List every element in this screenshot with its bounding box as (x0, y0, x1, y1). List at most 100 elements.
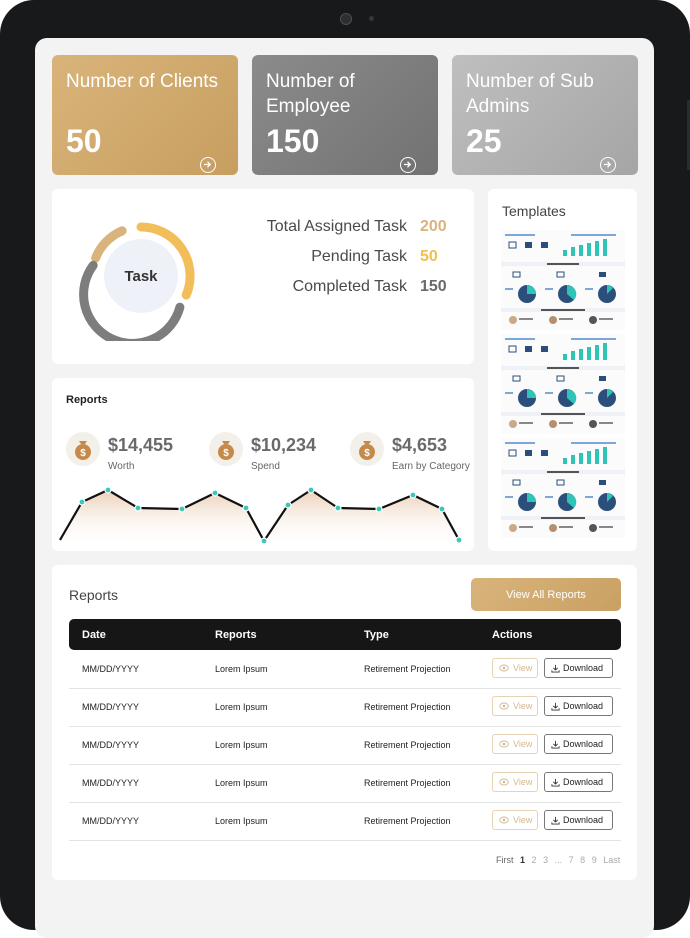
view-button[interactable]: View (492, 810, 538, 830)
download-button-label: Download (563, 777, 604, 787)
task-card: Task Total Assigned Task 200 Pending Tas… (52, 189, 474, 364)
download-icon (551, 702, 560, 711)
page-last[interactable]: Last (603, 855, 621, 865)
view-button-label: View (513, 739, 533, 749)
cell-report: Lorem Ipsum (215, 778, 268, 788)
view-button[interactable]: View (492, 772, 538, 792)
chart-point (284, 501, 292, 509)
arrow-right-icon[interactable] (600, 157, 616, 173)
metric-amount: $14,455 (108, 435, 174, 455)
eye-icon (499, 702, 509, 710)
money-bag-icon: $ (209, 432, 243, 466)
money-bag-icon: $ (66, 432, 100, 466)
column-header-actions: Actions (492, 629, 533, 641)
download-button[interactable]: Download (544, 772, 613, 792)
templates-title: Templates (502, 203, 566, 219)
metric-label: Earn by Category (392, 461, 470, 472)
eye-icon (499, 816, 509, 824)
table-row: MM/DD/YYYY Lorem Ipsum Retirement Projec… (69, 688, 621, 727)
reports-widget: Reports $ $14,455 Worth $ $10,234 Spend … (52, 378, 474, 551)
view-button-label: View (513, 663, 533, 673)
table-row: MM/DD/YYYY Lorem Ipsum Retirement Projec… (69, 802, 621, 841)
download-icon (551, 778, 560, 787)
cell-type: Retirement Projection (364, 702, 451, 712)
eye-icon (499, 664, 509, 672)
download-button-label: Download (563, 739, 604, 749)
donut-center-label: Task (124, 268, 158, 285)
camera-icon (340, 13, 352, 25)
download-button[interactable]: Download (544, 734, 613, 754)
download-button-label: Download (563, 815, 604, 825)
arrow-right-icon[interactable] (400, 157, 416, 173)
page-8[interactable]: 8 (580, 855, 586, 865)
download-button[interactable]: Download (544, 658, 613, 678)
chart-point (409, 491, 417, 499)
view-button-label: View (513, 777, 533, 787)
metric-amount: $10,234 (251, 435, 317, 455)
task-value-completed: 150 (420, 278, 447, 295)
download-button[interactable]: Download (544, 696, 613, 716)
stat-label: Number of Employee (266, 71, 355, 117)
cell-report: Lorem Ipsum (215, 740, 268, 750)
cell-type: Retirement Projection (364, 816, 451, 826)
page-9[interactable]: 9 (591, 855, 597, 865)
svg-text:$: $ (80, 448, 86, 459)
templates-card: Templates (488, 189, 637, 551)
view-button[interactable]: View (492, 696, 538, 716)
stat-card-employee[interactable]: Number of Employee 150 (252, 55, 438, 175)
page-7[interactable]: 7 (568, 855, 574, 865)
metric-label: Spend (251, 461, 280, 472)
chart-point (178, 505, 186, 513)
table-row: MM/DD/YYYY Lorem Ipsum Retirement Projec… (69, 726, 621, 765)
donut-center (104, 239, 178, 313)
chart-point (134, 504, 142, 512)
column-header-type: Type (364, 629, 389, 641)
page-1[interactable]: 1 (520, 855, 526, 865)
page-3[interactable]: 3 (543, 855, 549, 865)
metric-label: Worth (108, 461, 135, 472)
download-button-label: Download (563, 701, 604, 711)
arrow-right-icon[interactable] (200, 157, 216, 173)
side-button (687, 100, 690, 170)
reports-widget-title: Reports (66, 394, 108, 406)
cell-date: MM/DD/YYYY (82, 816, 140, 826)
stat-card-clients[interactable]: Number of Clients 50 (52, 55, 238, 175)
eye-icon (499, 740, 509, 748)
download-icon (551, 740, 560, 749)
template-thumbnails[interactable] (501, 230, 625, 543)
page-first[interactable]: First (496, 855, 514, 865)
page-ellipsis: ... (554, 855, 563, 865)
eye-icon (499, 778, 509, 786)
chart-point (78, 498, 86, 506)
cell-report: Lorem Ipsum (215, 702, 268, 712)
chart-point (211, 489, 219, 497)
cell-type: Retirement Projection (364, 740, 451, 750)
task-value-pending: 50 (420, 248, 438, 265)
chart-point (260, 537, 268, 545)
chart-point (334, 504, 342, 512)
chart-point (307, 486, 315, 494)
view-all-reports-button[interactable]: View All Reports (471, 578, 621, 611)
download-icon (551, 816, 560, 825)
task-row-label: Completed Task (292, 278, 407, 295)
task-value-total: 200 (420, 218, 447, 235)
reports-line-chart (59, 486, 463, 548)
cell-type: Retirement Projection (364, 778, 451, 788)
camera-bar (290, 11, 400, 27)
cell-report: Lorem Ipsum (215, 664, 268, 674)
pagination: First 1 2 3 ... 7 8 9 Last (496, 855, 624, 865)
cell-report: Lorem Ipsum (215, 816, 268, 826)
chart-point (104, 486, 112, 494)
reports-table-title: Reports (69, 587, 119, 603)
stat-label: Number of Sub Admins (466, 71, 594, 117)
table-row: MM/DD/YYYY Lorem Ipsum Retirement Projec… (69, 764, 621, 803)
view-button[interactable]: View (492, 734, 538, 754)
reports-table-card: Reports View All Reports Date Reports Ty… (52, 565, 637, 880)
download-button[interactable]: Download (544, 810, 613, 830)
view-button[interactable]: View (492, 658, 538, 678)
svg-text:$: $ (364, 448, 370, 459)
stat-card-sub-admins[interactable]: Number of Sub Admins 25 (452, 55, 638, 175)
donut-segment-assigned (91, 226, 127, 263)
page-2[interactable]: 2 (531, 855, 537, 865)
chart-point (375, 505, 383, 513)
